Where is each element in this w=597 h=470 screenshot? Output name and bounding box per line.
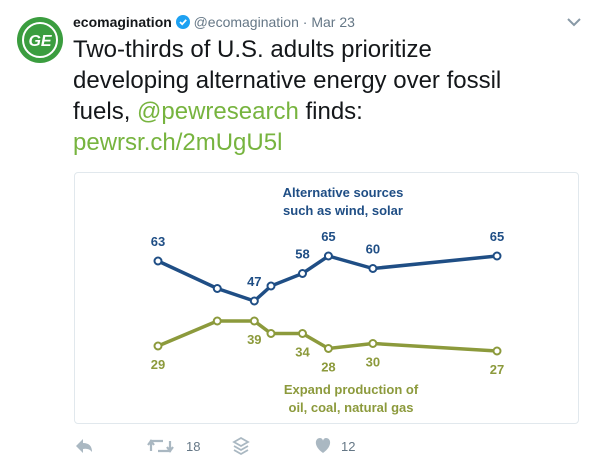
media-card[interactable] [74, 172, 579, 424]
author-name[interactable]: ecomagination [73, 14, 172, 30]
verified-badge [175, 15, 190, 29]
retweet-icon[interactable] [147, 439, 174, 453]
like-count: 12 [341, 439, 355, 454]
text: Two-thirds of U.S. adults prioritize dev… [73, 36, 502, 125]
url-link[interactable]: pewrsr.ch/2mUgU5l [73, 129, 283, 156]
avatar-logo: GE [28, 33, 52, 50]
text: finds: [298, 98, 363, 125]
menu-chevron[interactable] [567, 18, 581, 27]
like-icon[interactable] [315, 438, 331, 453]
tweet-header: ecomagination @ecomagination · Mar 23 [73, 14, 355, 30]
date[interactable]: Mar 23 [311, 14, 355, 30]
separator: · [302, 14, 308, 30]
mention-link[interactable]: @pewresearch [137, 98, 299, 125]
retweet-count: 18 [186, 439, 200, 454]
avatar-ring [22, 22, 58, 58]
stack-icon[interactable] [232, 436, 250, 456]
avatar[interactable] [17, 17, 63, 63]
reply-icon[interactable] [76, 439, 92, 453]
handle[interactable]: @ecomagination [193, 14, 299, 30]
tweet-text: Two-thirds of U.S. adults prioritize dev… [73, 34, 543, 158]
